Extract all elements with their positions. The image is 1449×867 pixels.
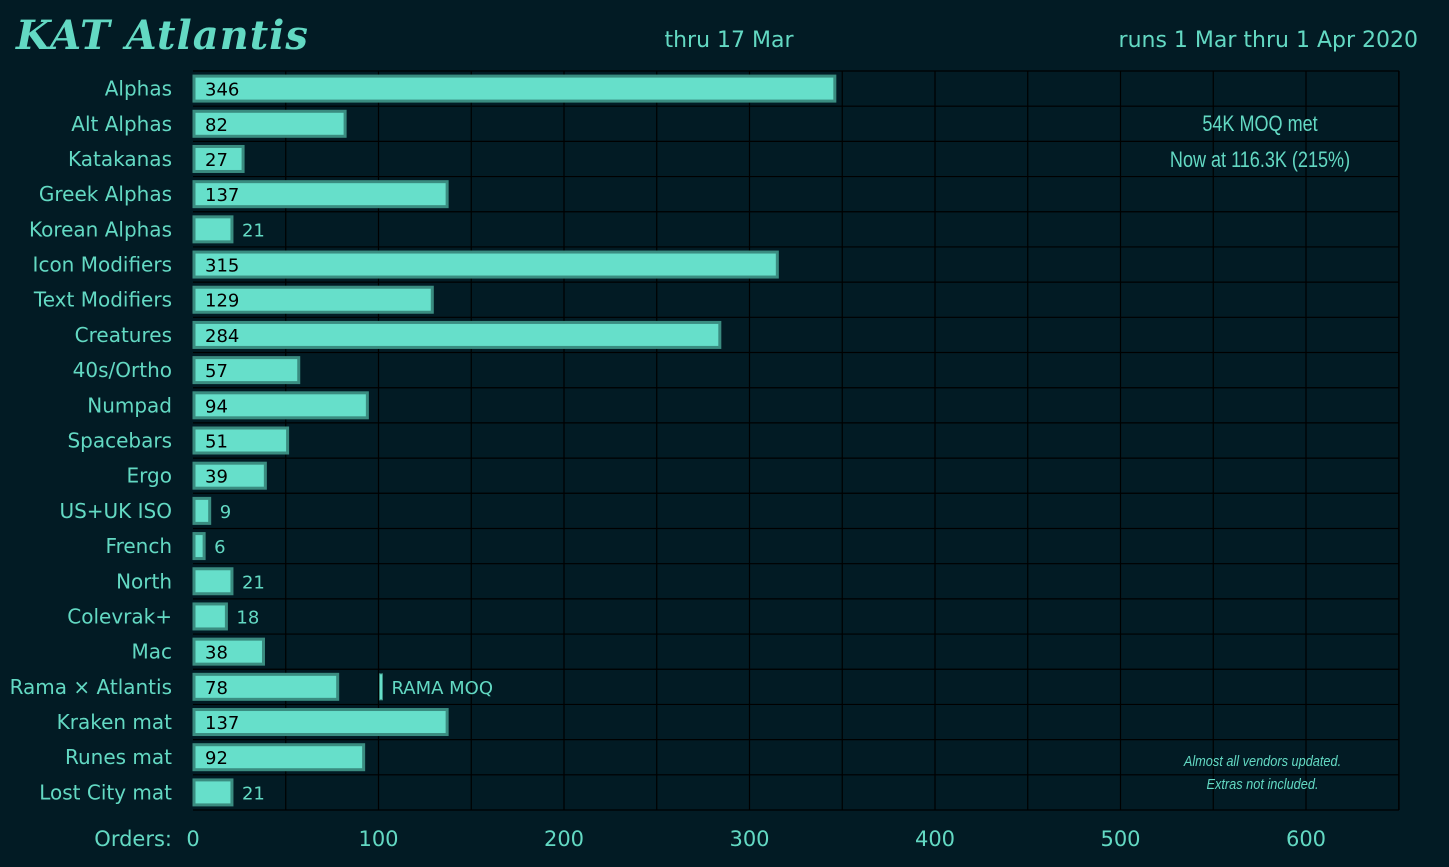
x-tick-label: 400: [915, 827, 955, 851]
category-label: Icon Modifiers: [33, 253, 172, 277]
data-label: 9: [220, 502, 231, 523]
bar: [192, 708, 449, 737]
bar: [192, 180, 449, 209]
x-tick-label: 300: [729, 827, 769, 851]
data-label: 94: [205, 396, 228, 417]
data-label: 78: [205, 678, 228, 699]
data-label: 315: [205, 256, 239, 277]
bar: [192, 637, 265, 666]
bar: [192, 144, 245, 173]
bar: [192, 215, 234, 244]
category-label: Creatures: [75, 323, 172, 347]
progress-note: Now at 116.3K (215%): [1169, 147, 1351, 172]
data-label: 39: [205, 467, 228, 488]
category-label: US+UK ISO: [59, 499, 172, 523]
category-label: Alphas: [105, 77, 172, 101]
bar: [192, 602, 228, 631]
category-label: Runes mat: [65, 745, 172, 769]
category-label: Rama × Atlantis: [10, 675, 172, 699]
data-label: 6: [214, 537, 225, 558]
category-label: Spacebars: [67, 429, 172, 453]
x-tick-label: 500: [1100, 827, 1140, 851]
footnote-line-2: Extras not included.: [1206, 776, 1319, 793]
category-label: North: [116, 569, 172, 593]
data-label: 21: [242, 572, 265, 593]
bar: [192, 426, 290, 455]
category-label: French: [106, 534, 172, 558]
x-tick-label: 600: [1286, 827, 1326, 851]
data-label: 27: [205, 150, 228, 171]
category-label: Colevrak+: [67, 604, 172, 628]
data-label: 346: [205, 80, 239, 101]
category-label: Korean Alphas: [29, 217, 172, 241]
data-label: 21: [242, 220, 265, 241]
category-label: Lost City mat: [39, 780, 172, 804]
bar: [192, 567, 234, 596]
x-axis-label: Orders:: [94, 827, 172, 851]
bar: [192, 320, 722, 349]
category-label: Greek Alphas: [39, 182, 172, 206]
data-label: 51: [205, 432, 228, 453]
data-label: 284: [205, 326, 239, 347]
bar: [192, 743, 366, 772]
moq-marker-label: RAMA MOQ: [392, 678, 494, 699]
data-label: 82: [205, 115, 228, 136]
moq-marker: [379, 673, 383, 701]
data-label: 129: [205, 291, 239, 312]
data-label: 38: [205, 643, 228, 664]
date-range: runs 1 Mar thru 1 Apr 2020: [1118, 28, 1418, 53]
bar: [192, 461, 267, 490]
data-label: 18: [236, 607, 259, 628]
bar: [192, 356, 301, 385]
bar: [192, 250, 779, 279]
data-label: 137: [205, 713, 239, 734]
category-label: Ergo: [127, 464, 172, 488]
category-label: Numpad: [87, 393, 172, 417]
data-label: 92: [205, 748, 228, 769]
x-tick-label: 0: [186, 827, 199, 851]
category-label: Text Modifiers: [33, 288, 172, 312]
data-label: 57: [205, 361, 228, 382]
x-tick-label: 100: [358, 827, 398, 851]
bar: [192, 496, 212, 525]
data-label: 21: [242, 783, 265, 804]
category-label: Alt Alphas: [71, 112, 172, 136]
category-label: Mac: [131, 640, 172, 664]
bar: [192, 391, 369, 420]
x-tick-label: 200: [544, 827, 584, 851]
data-label: 137: [205, 185, 239, 206]
category-label: Katakanas: [68, 147, 172, 171]
bar: [192, 532, 206, 561]
category-label: 40s/Ortho: [73, 358, 172, 382]
bar: [192, 285, 434, 314]
bar: [192, 74, 837, 103]
chart-title: KAT Atlantis: [16, 12, 309, 59]
bar: [192, 109, 347, 138]
footnote-line-1: Almost all vendors updated.: [1183, 753, 1342, 770]
bar: [192, 672, 340, 701]
chart-subtitle: thru 17 Mar: [664, 28, 794, 53]
category-label: Kraken mat: [57, 710, 173, 734]
moq-met-note: 54K MOQ met: [1202, 111, 1318, 136]
bar: [192, 778, 234, 807]
